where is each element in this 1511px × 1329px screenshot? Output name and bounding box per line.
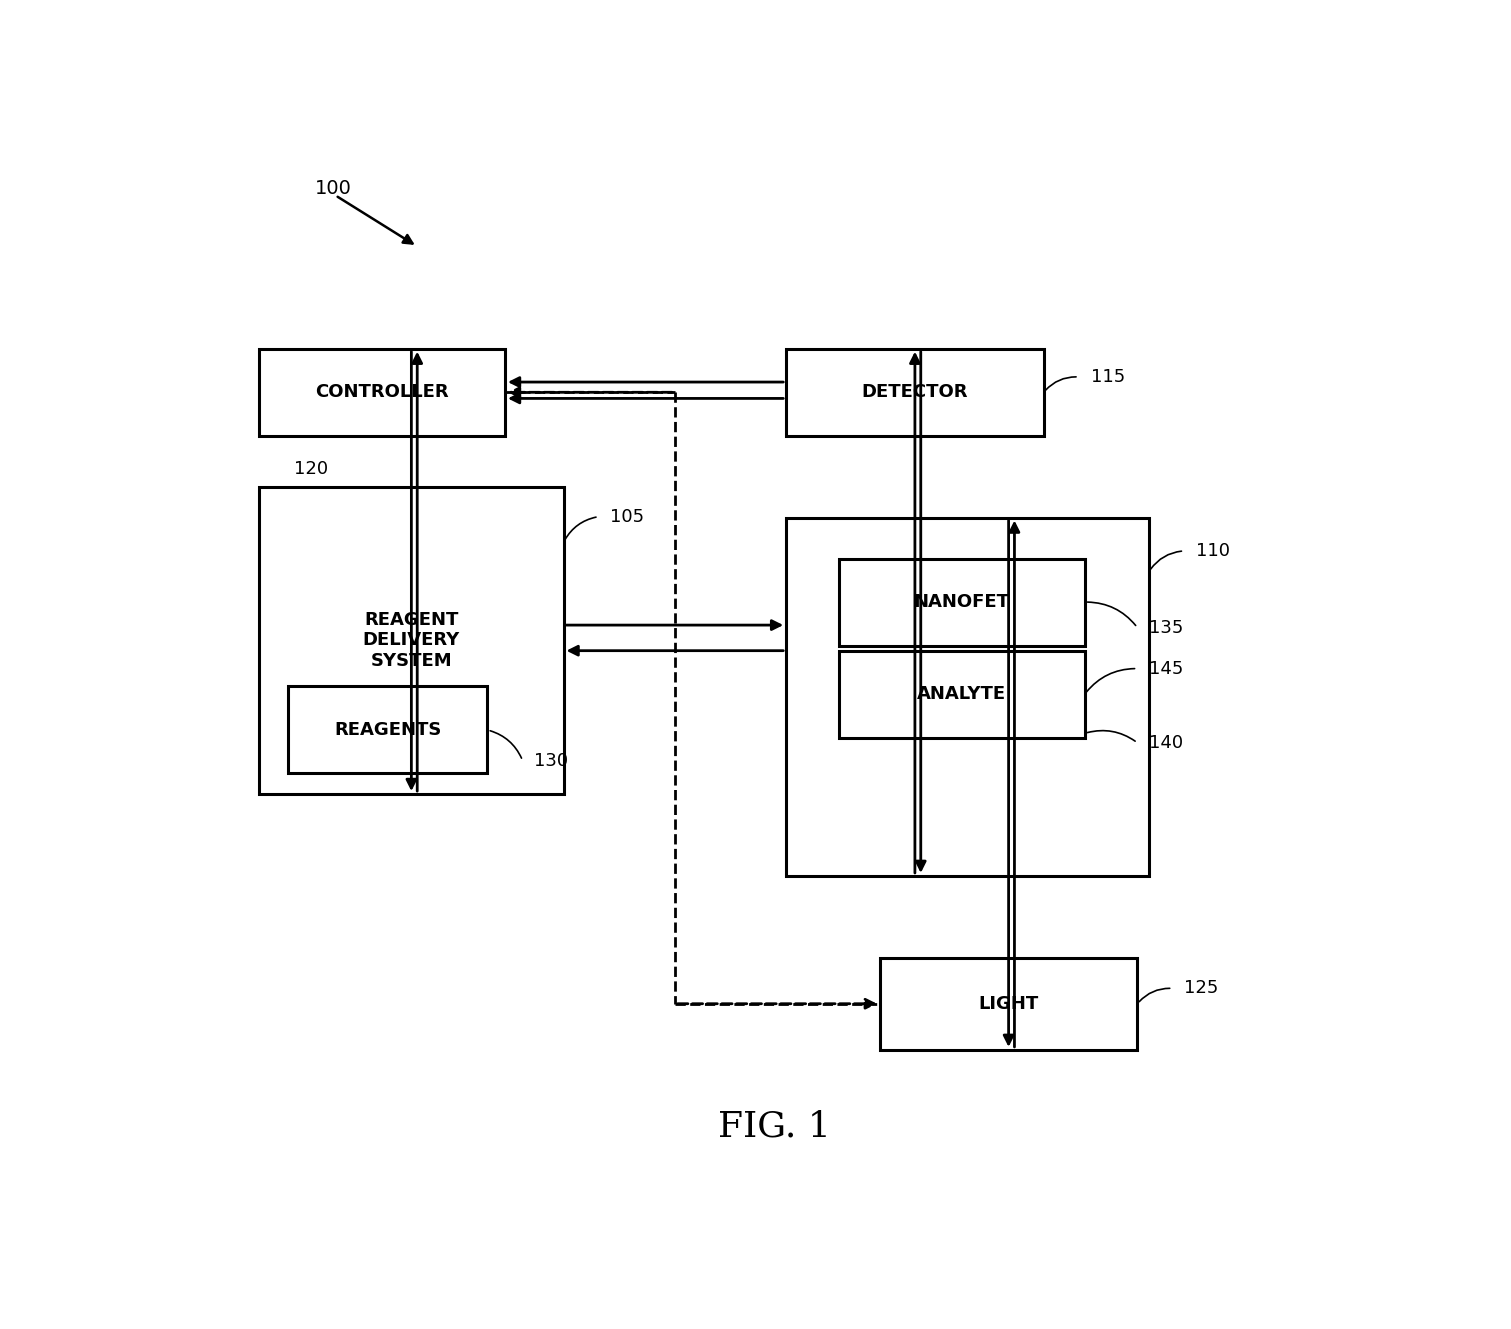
Text: DETECTOR: DETECTOR: [861, 383, 969, 401]
Text: 135: 135: [1150, 619, 1183, 637]
Bar: [786, 518, 1150, 876]
Text: LIGHT: LIGHT: [979, 994, 1038, 1013]
Text: 110: 110: [1197, 542, 1230, 560]
Text: REAGENTS: REAGENTS: [334, 722, 441, 739]
Text: REAGENT
DELIVERY
SYSTEM: REAGENT DELIVERY SYSTEM: [363, 610, 459, 670]
Bar: [839, 651, 1085, 738]
Bar: [260, 348, 505, 436]
Text: 120: 120: [295, 460, 328, 477]
Text: 100: 100: [316, 178, 352, 198]
Text: FIG. 1: FIG. 1: [718, 1110, 831, 1143]
Bar: [786, 348, 1044, 436]
Bar: [289, 687, 488, 773]
Text: 145: 145: [1150, 659, 1183, 678]
Bar: [260, 486, 564, 793]
Text: CONTROLLER: CONTROLLER: [316, 383, 449, 401]
Text: 105: 105: [610, 508, 645, 526]
Text: 125: 125: [1185, 979, 1218, 997]
Text: NANOFET: NANOFET: [914, 593, 1009, 611]
Text: 115: 115: [1091, 368, 1124, 385]
Bar: [879, 958, 1138, 1050]
Text: ANALYTE: ANALYTE: [917, 686, 1006, 703]
Text: 140: 140: [1150, 734, 1183, 752]
Text: 130: 130: [535, 752, 568, 769]
Bar: [839, 558, 1085, 646]
